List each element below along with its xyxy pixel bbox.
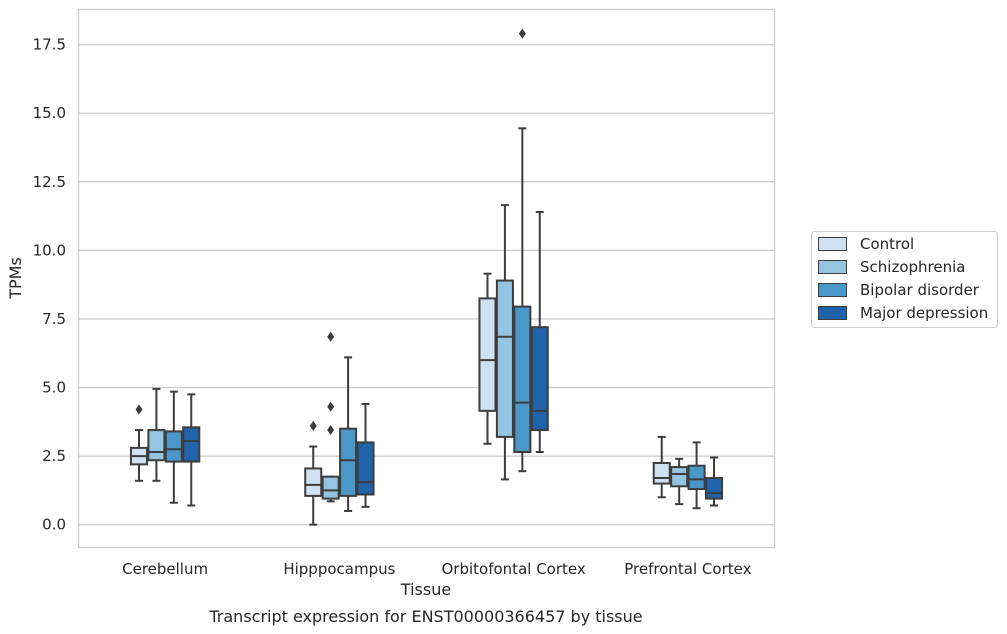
box-iqr [304,467,323,497]
legend: Control Schizophrenia Bipolar disorder Majo… [811,231,998,328]
outlier-point [518,28,526,39]
legend-entry-label: Schizophrenia [860,258,965,276]
box [670,457,689,506]
box-iqr [478,297,497,412]
y-tick-label: 5.0 [42,379,66,397]
box-iqr [530,326,549,432]
legend-swatch [818,237,847,251]
y-tick-labels: 0.0 2.5 5.0 7.5 10.0 12.5 15.0 17.5 [33,36,66,534]
box [478,272,497,445]
box [182,393,201,507]
box [129,404,149,482]
legend-swatch [818,260,847,274]
outlier-point [309,420,317,431]
box-iqr [513,305,532,453]
box [513,28,532,473]
box [304,420,323,526]
box [652,435,671,499]
plot-frame [77,8,776,549]
legend-entry-label: Major depression [860,304,988,322]
box-iqr [704,477,724,500]
y-tick-label: 2.5 [42,447,66,465]
box [356,402,375,508]
y-tick-label: 17.5 [33,36,66,54]
legend-swatch [818,283,847,297]
y-tick-label: 7.5 [42,310,66,328]
outlier-point [327,331,335,342]
box [339,356,358,512]
outlier-point [327,425,335,436]
box-iqr [670,466,689,488]
outlier-point [135,404,143,415]
x-tick-label: Hipppocampus [283,560,395,578]
legend-entry-label: Bipolar disorder [860,281,980,299]
x-tick-label: Cerebellum [122,560,208,578]
box [321,331,340,503]
x-tick-labels: Cerebellum Hipppocampus Orbitofontal Corte… [122,560,751,578]
x-tick-label: Orbitofontal Cortex [442,560,586,578]
box-iqr [339,427,358,497]
box-iqr [495,279,514,438]
box-iqr [164,430,183,463]
legend-entry-label: Control [860,235,914,253]
box [687,441,706,510]
box-iqr [147,429,166,462]
box-iqr [182,426,201,463]
y-tick-label: 15.0 [33,104,66,122]
y-tick-label: 12.5 [33,173,66,191]
box [704,456,724,507]
legend-swatch [818,306,847,320]
box-iqr [652,461,671,485]
box [164,390,183,504]
y-tick-label: 0.0 [42,516,66,534]
box [147,387,166,482]
x-axis-label: Tissue [400,580,451,599]
box-iqr [687,464,706,491]
legend-frame [811,231,998,328]
y-tick-label: 10.0 [33,241,66,259]
x-tick-label: Prefrontal Cortex [624,560,751,578]
chart-caption: Transcript expression for ENST0000036645… [208,607,642,626]
outlier-point [327,401,335,412]
box-iqr [356,441,375,496]
box [495,204,514,481]
box-iqr [321,475,340,500]
box [530,210,549,453]
y-axis-label: TPMs [6,257,25,300]
box-layer [129,28,724,526]
